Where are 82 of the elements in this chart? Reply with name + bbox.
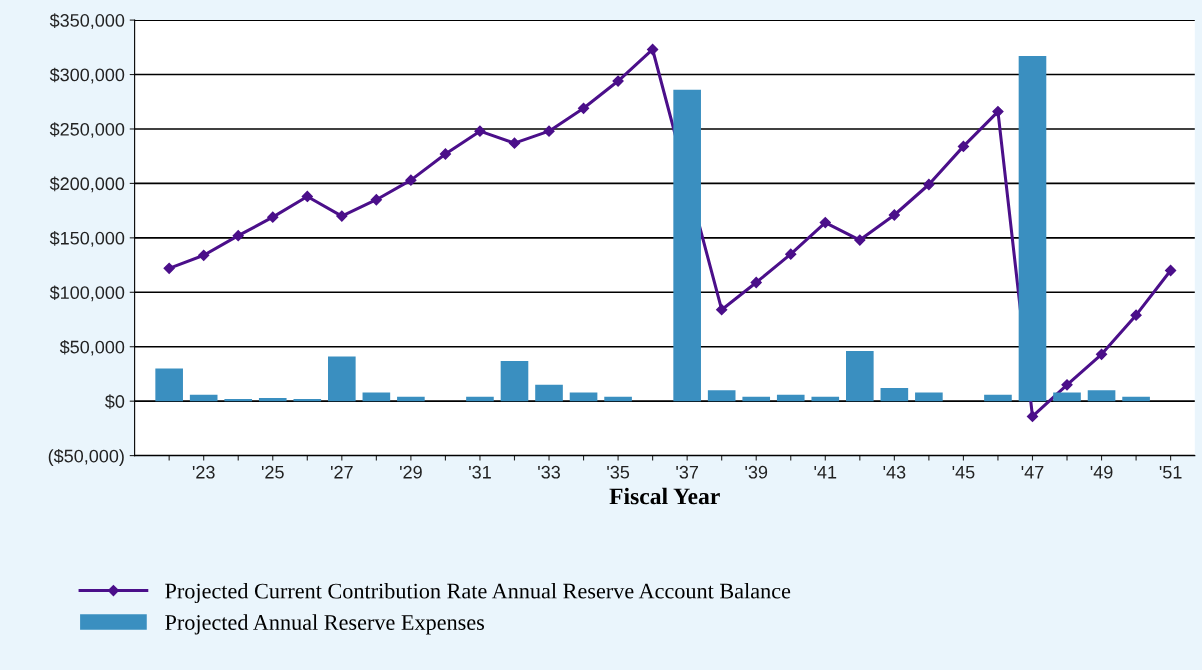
point [888,209,900,221]
point [543,125,555,137]
point [1130,309,1142,321]
point [1095,348,1108,360]
bar [397,396,425,402]
bar [604,396,632,402]
bar [500,360,529,402]
bar [742,396,771,402]
bar [328,356,356,402]
x-tick-label: '27 [330,465,353,479]
point [198,249,210,261]
bar [293,398,322,402]
bar [1087,390,1116,402]
point [750,276,762,289]
point [474,125,486,137]
bar [984,394,1012,402]
bar [569,392,598,402]
y-tick-label: $0 [105,394,125,409]
legend-label: Projected Annual Reserve Expenses [165,614,485,635]
y-tick-label: $100,000 [49,285,125,302]
bar [915,392,943,402]
point [612,75,624,87]
point [819,217,831,229]
y-tick-label: $150,000 [49,231,125,247]
point [508,137,521,149]
x-tick-label: '25 [261,465,284,479]
bar [846,351,874,402]
bar [1018,56,1047,402]
bar [880,388,909,402]
bar [776,394,805,402]
bar [362,392,391,402]
point [301,190,313,203]
bar [155,368,183,402]
y-tick-label: ($50,000) [48,448,124,467]
x-tick-label: '49 [1090,465,1113,479]
point [439,148,452,160]
x-tick-label: '39 [745,465,768,479]
point [163,262,175,274]
point [370,194,382,206]
bar [535,384,563,402]
point [647,43,659,56]
x-tick-label: '45 [952,465,975,479]
point [267,211,279,223]
point [957,140,970,152]
x-tick-label: '29 [400,465,422,479]
y-tick-label: $200,000 [49,176,125,193]
y-tick-label: $50,000 [59,339,125,356]
point [854,234,866,246]
point [1165,264,1177,277]
bar [258,397,287,402]
x-tick-label: '31 [469,465,491,479]
x-tick-label: '23 [192,465,215,479]
point [785,248,797,260]
bar [224,398,253,402]
x-tick-label: '41 [814,465,837,479]
point [336,210,348,222]
point [1061,379,1073,391]
x-tick-label: '35 [607,465,630,479]
x-tick-label: '47 [1021,465,1044,479]
point [1026,410,1039,423]
point [992,105,1004,118]
x-tick-label: '51 [1159,465,1182,479]
bar [811,396,840,402]
x-tick-label: '33 [538,465,560,479]
bar [466,396,494,402]
point [405,174,417,186]
y-tick-label: $250,000 [49,122,125,138]
bar [707,390,736,402]
point [232,230,244,242]
bar [1122,396,1150,402]
y-tick-label: $350,000 [49,13,125,29]
x-tick-label: '43 [883,465,906,479]
point [716,304,728,316]
legend-label: Projected Current Contribution Rate Annual Reserve Account Balance [165,582,791,604]
point [923,178,935,191]
x-tick-label: '37 [676,465,699,479]
x-axis-title: Fiscal Year [609,487,720,505]
bar [673,89,701,402]
y-tick-label: $300,000 [49,67,125,84]
bar [1053,392,1081,402]
point [577,102,590,114]
bar [189,394,218,402]
